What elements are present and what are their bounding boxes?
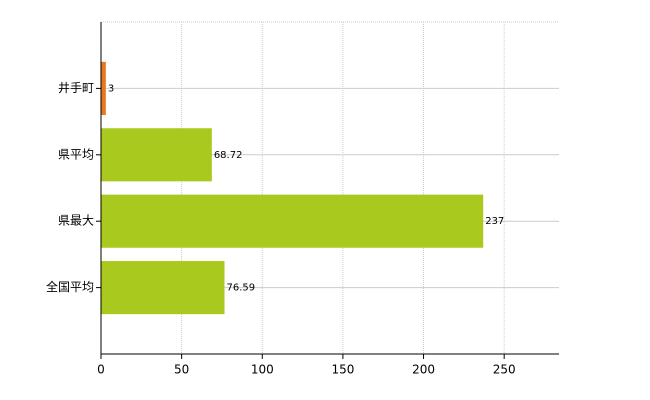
y-tick-label: 全国平均	[46, 279, 94, 294]
x-tick-label: 200	[412, 363, 435, 377]
bar	[101, 61, 106, 115]
y-tick-label: 井手町	[58, 81, 94, 95]
x-tick-label: 50	[174, 363, 189, 377]
bar	[101, 194, 484, 248]
value-label: 3	[108, 83, 114, 94]
x-tick-label: 0	[97, 363, 105, 377]
value-label: 237	[485, 216, 504, 227]
x-tick-label: 250	[493, 363, 516, 377]
value-label: 68.72	[214, 150, 243, 161]
bar	[101, 261, 225, 315]
y-tick-label: 県平均	[58, 147, 94, 161]
y-tick-label: 県最大	[58, 214, 94, 228]
x-tick-label: 100	[251, 363, 274, 377]
x-tick-label: 150	[331, 363, 354, 377]
bar	[101, 128, 212, 182]
value-label: 76.59	[227, 283, 256, 294]
